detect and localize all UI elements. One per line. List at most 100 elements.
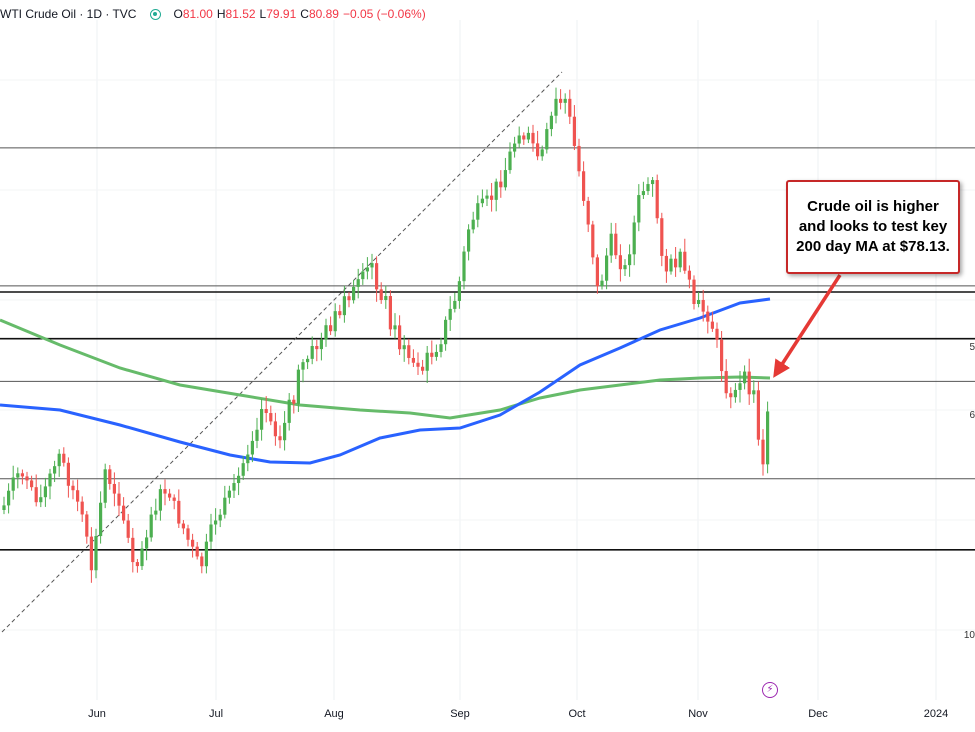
candle-body <box>595 257 599 287</box>
candle-body <box>430 352 434 357</box>
candle-body <box>559 98 563 103</box>
candle-body <box>743 371 747 384</box>
candle-body <box>260 409 264 430</box>
candle-body <box>57 453 61 467</box>
candle-body <box>2 505 6 510</box>
candle-body <box>94 536 98 571</box>
x-tick-label: Jun <box>88 708 106 720</box>
candle-body <box>135 562 139 567</box>
candle-body <box>149 514 153 538</box>
candle-body <box>34 487 38 503</box>
candle-body <box>370 263 374 268</box>
candle-body <box>692 279 696 304</box>
candle-body <box>7 490 11 506</box>
candle-body <box>223 497 227 515</box>
candle-body <box>99 502 103 537</box>
candle-body <box>237 475 241 484</box>
candle-body <box>715 328 719 340</box>
candle-body <box>356 279 360 287</box>
candle-body <box>218 514 222 521</box>
candle-body <box>637 195 641 223</box>
candle-body <box>467 229 471 252</box>
candle-body <box>669 258 673 272</box>
candle-body <box>439 344 443 352</box>
candle-body <box>697 299 701 304</box>
candle-body <box>365 267 369 272</box>
price-axis-label: 10 <box>963 630 975 641</box>
candle-body <box>122 505 126 521</box>
candle-body <box>517 135 521 144</box>
candle-body <box>333 311 337 332</box>
candle-body <box>296 369 300 404</box>
candle-body <box>421 366 425 371</box>
candle-body <box>480 198 484 204</box>
candle-body <box>131 537 135 563</box>
low-key: L <box>259 7 267 21</box>
candle-body <box>476 203 480 220</box>
candle-body <box>549 115 553 130</box>
candle-body <box>453 300 457 309</box>
symbol-title[interactable]: WTI Crude Oil · 1D · TVC <box>0 7 137 21</box>
candle-body <box>250 440 254 455</box>
candle-body <box>108 469 112 484</box>
candle-body <box>301 362 305 370</box>
candle-body <box>490 195 494 200</box>
x-tick-label: Dec <box>808 708 828 720</box>
candle-body <box>674 258 678 268</box>
candle-body <box>660 218 664 256</box>
candle-body <box>499 181 503 188</box>
candle-body <box>485 195 489 199</box>
candle-body <box>200 556 204 567</box>
candle-body <box>158 489 162 511</box>
candle-body <box>191 539 195 547</box>
high-value: 81.52 <box>225 7 256 21</box>
low-value: 79.91 <box>266 7 297 21</box>
grid-lines <box>0 20 975 700</box>
candle-body <box>62 453 66 463</box>
callout-arrow <box>773 274 842 378</box>
candle-body <box>264 409 268 414</box>
x-tick-label: Sep <box>450 708 470 720</box>
candle-body <box>664 255 668 272</box>
candle-body <box>145 537 149 549</box>
candle-body <box>43 486 47 498</box>
candle-body <box>752 390 756 395</box>
candle-body <box>269 413 273 422</box>
candle-body <box>554 98 558 116</box>
candle-body <box>227 490 231 498</box>
candle-body <box>283 422 287 441</box>
candle-body <box>76 490 80 502</box>
candle-body <box>25 476 29 481</box>
open-value: 81.00 <box>182 7 213 21</box>
candle-body <box>241 463 245 476</box>
chart-legend: WTI Crude Oil · 1D · TVC O 81.00 H 81.52 L… <box>0 4 426 24</box>
candle-body <box>678 251 682 268</box>
candle-body <box>53 466 57 474</box>
candle-body <box>177 500 181 524</box>
candle-body <box>508 151 512 171</box>
candle-body <box>163 489 167 494</box>
candle-body <box>306 358 310 363</box>
price-axis-label: 6 <box>969 410 975 421</box>
candle-body <box>172 497 176 501</box>
candle-body <box>246 454 250 464</box>
candle-body <box>756 390 760 440</box>
candle-body <box>140 548 144 567</box>
candle-body <box>733 389 737 398</box>
candle-body <box>701 299 705 312</box>
candle-body <box>720 339 724 372</box>
close-value: 80.89 <box>308 7 339 21</box>
replay-icon[interactable]: ⚡ <box>762 682 778 698</box>
candle-body <box>628 254 632 266</box>
candle-body <box>103 469 107 503</box>
candle-body <box>273 421 277 437</box>
candle-body <box>448 308 452 320</box>
candle-body <box>80 501 84 515</box>
candle-body <box>416 362 420 367</box>
candle-body <box>154 510 158 515</box>
candle-body <box>310 346 314 359</box>
candle-body <box>402 345 406 350</box>
candle-body <box>623 265 627 270</box>
candle-body <box>39 497 43 503</box>
